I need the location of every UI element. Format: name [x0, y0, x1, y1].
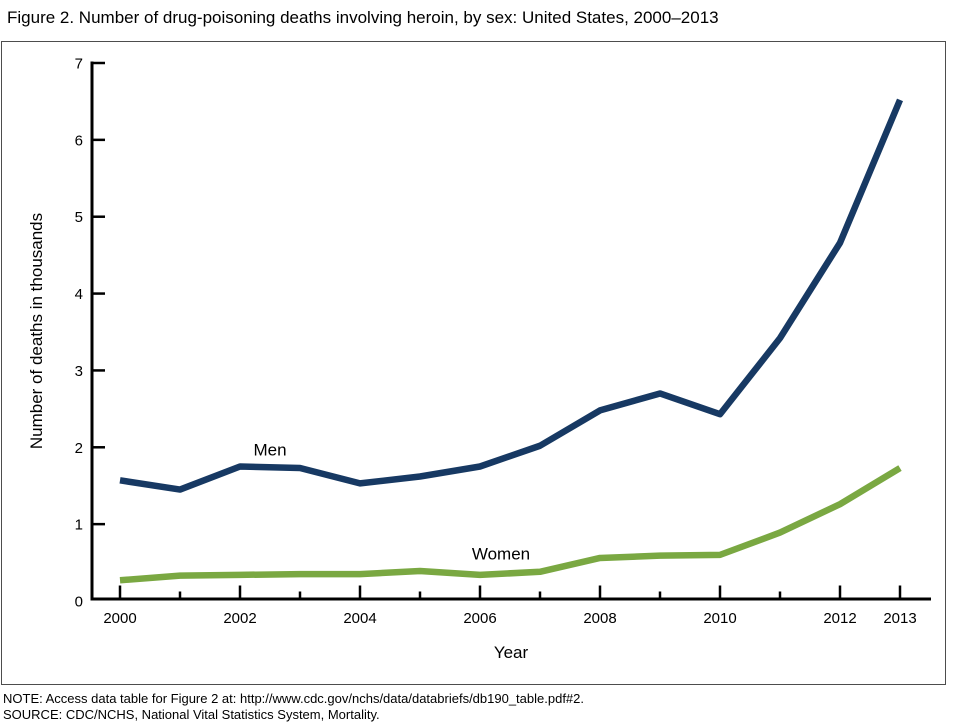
- figure-note: NOTE: Access data table for Figure 2 at:…: [3, 691, 585, 706]
- women-line: [119, 465, 902, 584]
- men-line: [119, 98, 903, 493]
- x-tick-label: 2012: [823, 610, 856, 627]
- women-series-label: Women: [472, 544, 530, 563]
- figure-footer: NOTE: Access data table for Figure 2 at:…: [3, 691, 584, 723]
- y-tick-label: 6: [75, 132, 83, 149]
- y-tick-label: 7: [75, 56, 83, 73]
- x-tick-label: 2006: [463, 610, 496, 627]
- y-tick-label: 1: [75, 517, 83, 534]
- y-tick-label: 4: [75, 286, 83, 303]
- x-tick-label: 2002: [223, 610, 256, 627]
- y-tick-label: 3: [75, 363, 83, 380]
- figure-source: SOURCE: CDC/NCHS, National Vital Statist…: [3, 707, 380, 722]
- y-tick-label: 5: [75, 209, 83, 226]
- y-tick-label: 2: [75, 440, 83, 457]
- figure-title: Figure 2. Number of drug-poisoning death…: [7, 8, 719, 27]
- y-tick-label: 0: [75, 594, 83, 611]
- y-axis-title: Number of deaths in thousands: [27, 213, 46, 449]
- x-tick-label: 2000: [103, 610, 136, 627]
- men-series-label: Men: [253, 441, 286, 460]
- x-tick-label: 2004: [343, 610, 376, 627]
- x-tick-label: 2013: [883, 610, 916, 627]
- x-tick-label: 2010: [703, 610, 736, 627]
- x-tick-label: 2008: [583, 610, 616, 627]
- x-axis-title: Year: [494, 643, 529, 662]
